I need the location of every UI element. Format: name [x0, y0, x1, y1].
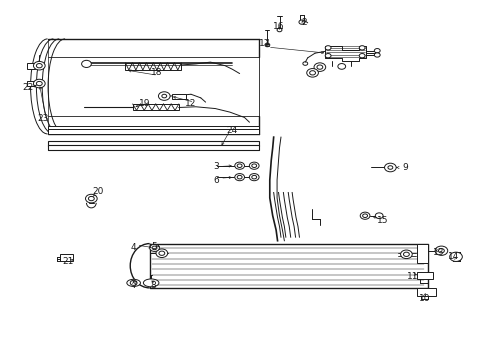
Bar: [27, 81, 35, 86]
Ellipse shape: [143, 279, 159, 287]
Circle shape: [298, 20, 304, 24]
Text: 21: 21: [62, 257, 74, 266]
Bar: [416, 288, 435, 296]
Text: 13: 13: [432, 248, 444, 257]
Circle shape: [149, 244, 159, 251]
Text: 7: 7: [130, 281, 136, 290]
Bar: [416, 244, 427, 263]
Circle shape: [156, 249, 167, 257]
Circle shape: [400, 250, 411, 258]
Circle shape: [384, 163, 395, 172]
Bar: [132, 104, 179, 111]
Bar: [416, 272, 432, 279]
Circle shape: [359, 54, 365, 58]
Circle shape: [434, 246, 447, 255]
Circle shape: [373, 53, 379, 57]
Text: 24: 24: [226, 126, 238, 135]
Circle shape: [249, 174, 259, 181]
Circle shape: [359, 46, 365, 50]
Text: 6: 6: [213, 176, 219, 185]
Circle shape: [33, 62, 45, 70]
Text: 16: 16: [272, 22, 284, 31]
Circle shape: [374, 213, 382, 219]
Text: 2: 2: [301, 18, 306, 27]
Circle shape: [33, 79, 45, 88]
Bar: [125, 63, 181, 70]
Circle shape: [158, 92, 170, 100]
Text: 5: 5: [151, 242, 157, 251]
Circle shape: [85, 194, 97, 203]
Circle shape: [360, 212, 369, 219]
Bar: [452, 252, 459, 261]
Text: 20: 20: [92, 187, 103, 196]
Ellipse shape: [126, 279, 140, 287]
Bar: [27, 63, 35, 68]
Text: 19: 19: [139, 99, 150, 108]
Text: 14: 14: [447, 252, 458, 261]
Text: 9: 9: [401, 163, 407, 172]
Text: 23: 23: [37, 114, 48, 123]
Bar: [60, 254, 73, 261]
Text: 4: 4: [131, 243, 136, 252]
Text: 10: 10: [418, 294, 429, 303]
Text: 18: 18: [151, 68, 163, 77]
Circle shape: [306, 68, 318, 77]
Bar: [171, 94, 186, 99]
Circle shape: [325, 54, 330, 58]
Text: 8: 8: [150, 281, 156, 290]
Bar: [47, 141, 259, 146]
Text: 1: 1: [264, 40, 270, 49]
Circle shape: [249, 162, 259, 169]
Text: 15: 15: [377, 216, 388, 225]
Bar: [47, 126, 259, 130]
Bar: [47, 129, 259, 134]
Text: 22: 22: [22, 83, 34, 92]
Circle shape: [373, 49, 379, 53]
Circle shape: [449, 252, 461, 261]
Circle shape: [234, 162, 244, 169]
Circle shape: [325, 46, 330, 50]
Text: 3: 3: [213, 162, 219, 171]
Text: 11: 11: [406, 272, 417, 281]
Bar: [47, 145, 259, 150]
Circle shape: [234, 174, 244, 181]
Circle shape: [313, 63, 325, 71]
Circle shape: [130, 280, 137, 285]
Circle shape: [337, 64, 345, 69]
Text: 17: 17: [259, 39, 270, 48]
Circle shape: [81, 60, 91, 67]
Text: 12: 12: [185, 99, 196, 108]
